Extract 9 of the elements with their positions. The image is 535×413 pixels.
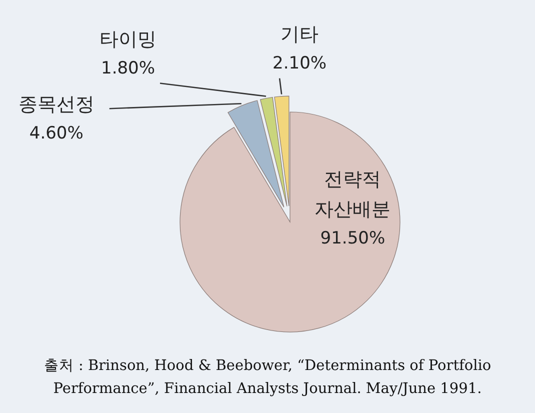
slice-label: 타이밍 bbox=[100, 28, 157, 50]
data-label: 1.80% bbox=[101, 58, 156, 78]
slice-label: 종목선정 bbox=[18, 94, 94, 116]
data-label: 2.10% bbox=[272, 53, 327, 74]
data-label: 91.50% bbox=[320, 228, 386, 249]
source-note: 출처 : Brinson, Hood & Beebower, “Determinants of Portfolio Performance”, Financial Analysts Journal. May/June 1991. bbox=[44, 358, 492, 397]
slice-label: 기타 bbox=[280, 23, 319, 46]
slice-label: 전략적 자산배분 bbox=[314, 168, 391, 221]
data-label: 4.60% bbox=[29, 124, 84, 144]
